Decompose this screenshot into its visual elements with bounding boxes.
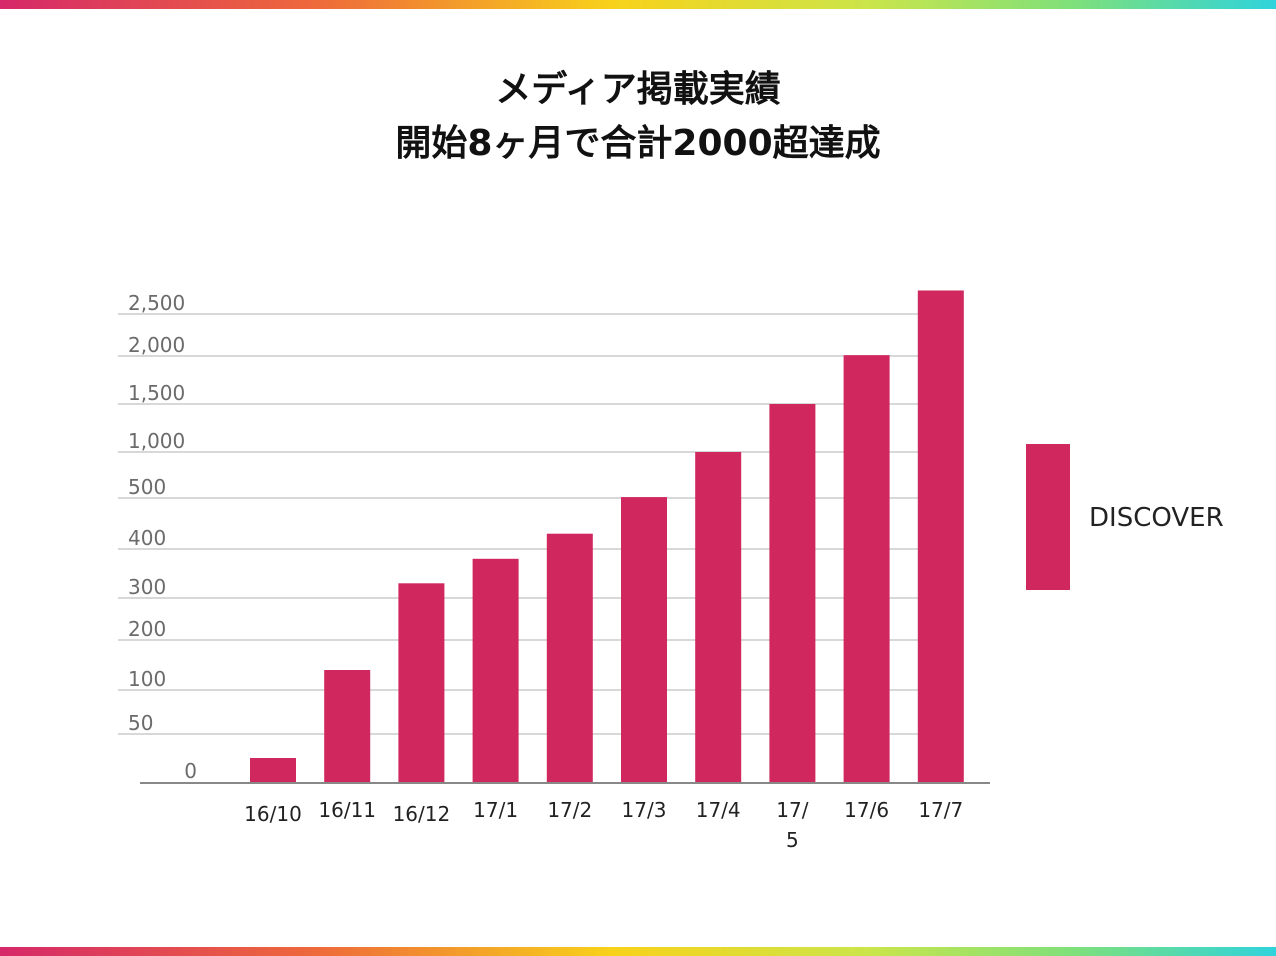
x-tick-label: 16/10 bbox=[244, 802, 302, 826]
y-tick-label: 1,500 bbox=[128, 381, 185, 405]
legend-label-discover: DISCOVER bbox=[1089, 503, 1224, 533]
bar-17-6 bbox=[843, 355, 890, 782]
x-tick-label: 16/12 bbox=[393, 802, 451, 826]
x-tick-label: 17/4 bbox=[696, 798, 741, 822]
x-tick-label: 17/1 bbox=[473, 798, 518, 822]
bar-17-2 bbox=[546, 533, 593, 782]
legend-swatch-discover bbox=[1026, 444, 1070, 590]
x-tick-label: 17/3 bbox=[622, 798, 667, 822]
bar-17-1 bbox=[472, 558, 519, 782]
y-tick-label: 300 bbox=[128, 575, 166, 599]
x-tick-labels: 16/10 16/11 16/12 17/1 17/2 17/3 17/4 17/5 17/6 1… bbox=[244, 798, 963, 852]
bars bbox=[250, 290, 964, 782]
x-tick-label: 17/ bbox=[776, 798, 808, 822]
x-tick-label: 17/2 bbox=[547, 798, 592, 822]
x-tick-label: 16/11 bbox=[318, 798, 376, 822]
legend: DISCOVER bbox=[1026, 444, 1224, 590]
bar-16-10 bbox=[250, 758, 296, 782]
y-tick-label: 2,000 bbox=[128, 333, 185, 357]
y-tick-label: 0 bbox=[184, 759, 197, 783]
bar-17-5 bbox=[769, 404, 816, 782]
y-tick-label: 50 bbox=[128, 711, 153, 735]
y-tick-label: 1,000 bbox=[128, 429, 185, 453]
bottom-gradient-stripe bbox=[0, 947, 1276, 956]
chart-title-line-1: メディア掲載実績 bbox=[495, 69, 781, 110]
y-tick-label: 500 bbox=[128, 475, 166, 499]
bar-16-11 bbox=[324, 670, 371, 782]
chart-title-line-2: 開始8ヶ月で合計2000超達成 bbox=[395, 123, 881, 164]
x-tick-label: 5 bbox=[786, 828, 799, 852]
x-tick-label: 17/6 bbox=[844, 798, 889, 822]
bar-17-3 bbox=[621, 497, 667, 782]
top-gradient-stripe bbox=[0, 0, 1276, 9]
grid-lines bbox=[118, 313, 955, 735]
bar-17-4 bbox=[695, 452, 742, 782]
y-tick-labels: 0 50 100 200 300 400 500 1,000 1,500 2,000 2,500 bbox=[128, 291, 197, 783]
y-tick-label: 2,500 bbox=[128, 291, 185, 315]
bar-16-12 bbox=[398, 583, 445, 782]
y-tick-label: 100 bbox=[128, 667, 166, 691]
bar-17-7 bbox=[917, 290, 964, 782]
y-tick-label: 200 bbox=[128, 617, 166, 641]
y-tick-label: 400 bbox=[128, 526, 166, 550]
x-tick-label: 17/7 bbox=[918, 798, 963, 822]
